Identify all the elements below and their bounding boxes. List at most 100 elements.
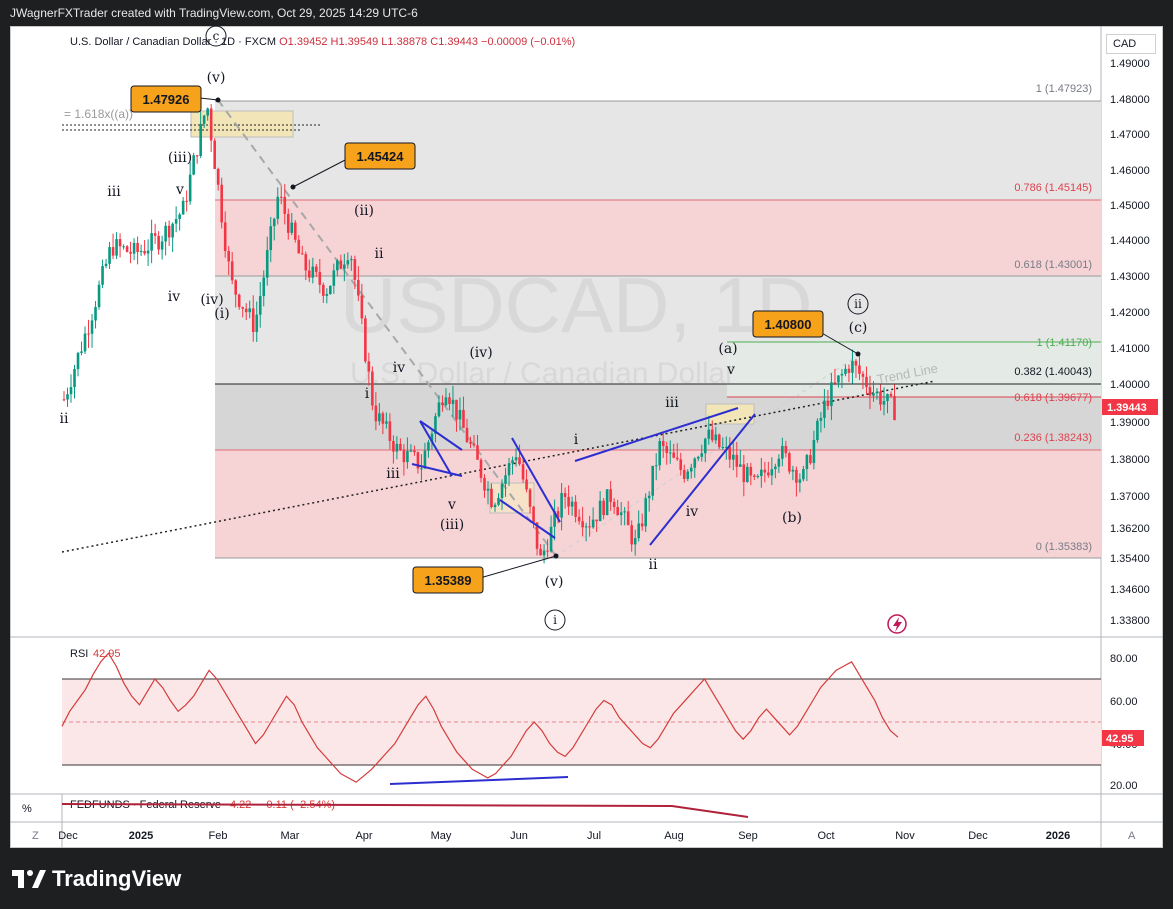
- candle-body: [97, 284, 101, 308]
- candle-body: [213, 140, 216, 169]
- candle-body: [237, 294, 241, 308]
- time-axis-label: Oct: [817, 830, 834, 842]
- dotted-trend-line: [61, 380, 936, 553]
- candle-body: [658, 441, 662, 466]
- last-price-tag: [1102, 399, 1158, 415]
- candle-body: [339, 260, 343, 269]
- candle-body: [185, 200, 188, 202]
- candle-body: [304, 254, 308, 271]
- candle-body: [448, 397, 451, 405]
- time-axis-label: May: [431, 830, 452, 842]
- callout-135389-text: 1.35389: [425, 573, 472, 588]
- candles: [62, 104, 896, 564]
- wave-label: iii: [665, 395, 679, 411]
- candle-body: [150, 233, 153, 251]
- brand-text: TradingView: [52, 866, 182, 891]
- time-axis-label: Dec: [58, 830, 78, 842]
- ohlc-low: L1.38878: [381, 36, 428, 48]
- candle-body: [781, 445, 784, 459]
- candle-body: [563, 493, 567, 497]
- candle-body: [840, 373, 844, 376]
- time-axis-label: 2026: [1046, 830, 1070, 842]
- candle-body: [777, 458, 781, 467]
- wave-label: v: [726, 362, 735, 378]
- wave-label: iii: [386, 466, 400, 482]
- candle-body: [234, 280, 238, 295]
- lightning-icon-glyph: [893, 617, 902, 632]
- price-axis[interactable]: 1.49000 1.48000 1.47000 1.46000 1.45000 1.440…: [1110, 58, 1150, 627]
- wave-label: (iii): [440, 517, 464, 533]
- percent-icon[interactable]: %: [22, 803, 32, 815]
- currency-button[interactable]: CAD: [1106, 34, 1156, 54]
- candle-body: [546, 550, 549, 552]
- candle-body: [630, 525, 633, 545]
- time-axis-label: Jun: [510, 830, 528, 842]
- wave-label: iv: [686, 504, 698, 520]
- candle-body: [865, 376, 868, 388]
- wave-label: ii: [649, 557, 658, 573]
- candle-body: [202, 115, 206, 124]
- candle-body: [430, 433, 434, 443]
- candle-body: [451, 399, 455, 405]
- candle-body: [567, 496, 570, 507]
- circle-c: [205, 25, 227, 47]
- timezone-icon[interactable]: Z: [32, 830, 39, 842]
- candle-body: [809, 455, 812, 464]
- candle-body: [605, 489, 609, 516]
- wave-label: i: [574, 432, 579, 448]
- candle-body: [76, 352, 80, 370]
- last-price-text: 1.39443: [1107, 402, 1147, 414]
- candle-body: [710, 429, 714, 441]
- candle-body: [679, 459, 683, 470]
- tradingview-logo-icon: [12, 870, 46, 888]
- fib-zone-2: [215, 200, 1101, 276]
- candle-body: [216, 168, 220, 185]
- candle-body: [823, 400, 826, 418]
- candle-body: [728, 446, 732, 460]
- candle-body: [244, 308, 248, 313]
- candle-body: [87, 333, 90, 335]
- candle-body: [556, 511, 560, 518]
- lightning-alert-icon[interactable]: [887, 614, 907, 634]
- candle-body: [868, 387, 872, 396]
- watermark-name: U.S. Dollar / Canadian Dollar: [350, 357, 735, 390]
- candle-body: [721, 446, 725, 448]
- ohlc-high: H1.39549: [330, 36, 379, 48]
- price-axis-label: 1.47000: [1110, 129, 1150, 141]
- candle-body: [640, 523, 644, 527]
- auto-scale-icon[interactable]: A: [1128, 830, 1136, 842]
- candle-body: [458, 409, 462, 420]
- candle-body: [360, 295, 364, 319]
- candle-body: [724, 446, 728, 448]
- candle-body: [675, 457, 679, 460]
- candle-body: [707, 429, 711, 439]
- rsi-value-tag-text: 42.95: [1106, 733, 1134, 745]
- wave-label: v: [447, 497, 456, 513]
- candle-body: [318, 272, 322, 285]
- candle-body: [66, 394, 69, 400]
- candle-body: [584, 526, 588, 528]
- candle-body: [774, 466, 777, 470]
- candle-body: [717, 434, 721, 448]
- candle-body: [879, 391, 882, 405]
- candle-body: [73, 369, 76, 388]
- candle-body: [812, 440, 816, 464]
- candle-body: [230, 261, 234, 281]
- candle-body: [700, 453, 704, 457]
- candle-body: [265, 250, 269, 278]
- gray-dashed-line-2: [555, 353, 861, 557]
- time-axis[interactable]: Dec 2025 Feb Mar Apr May Jun Jul Aug Sep Oct Nov Dec…: [58, 830, 1070, 842]
- candle-body: [647, 495, 651, 499]
- candle-body: [486, 488, 490, 491]
- candle-body: [157, 235, 160, 250]
- candle-body: [732, 454, 735, 460]
- candle-body: [588, 526, 591, 528]
- candle-body: [696, 456, 700, 459]
- price-axis-label: 1.46000: [1110, 165, 1150, 177]
- callout-145424: [344, 142, 416, 170]
- fib-label-0236: 0.236 (1.38243): [1014, 432, 1092, 444]
- candle-body: [181, 200, 185, 215]
- instrument-info: U.S. Dollar / Canadian Dollar · 1D · FXC…: [70, 36, 576, 48]
- candle-body: [816, 420, 819, 441]
